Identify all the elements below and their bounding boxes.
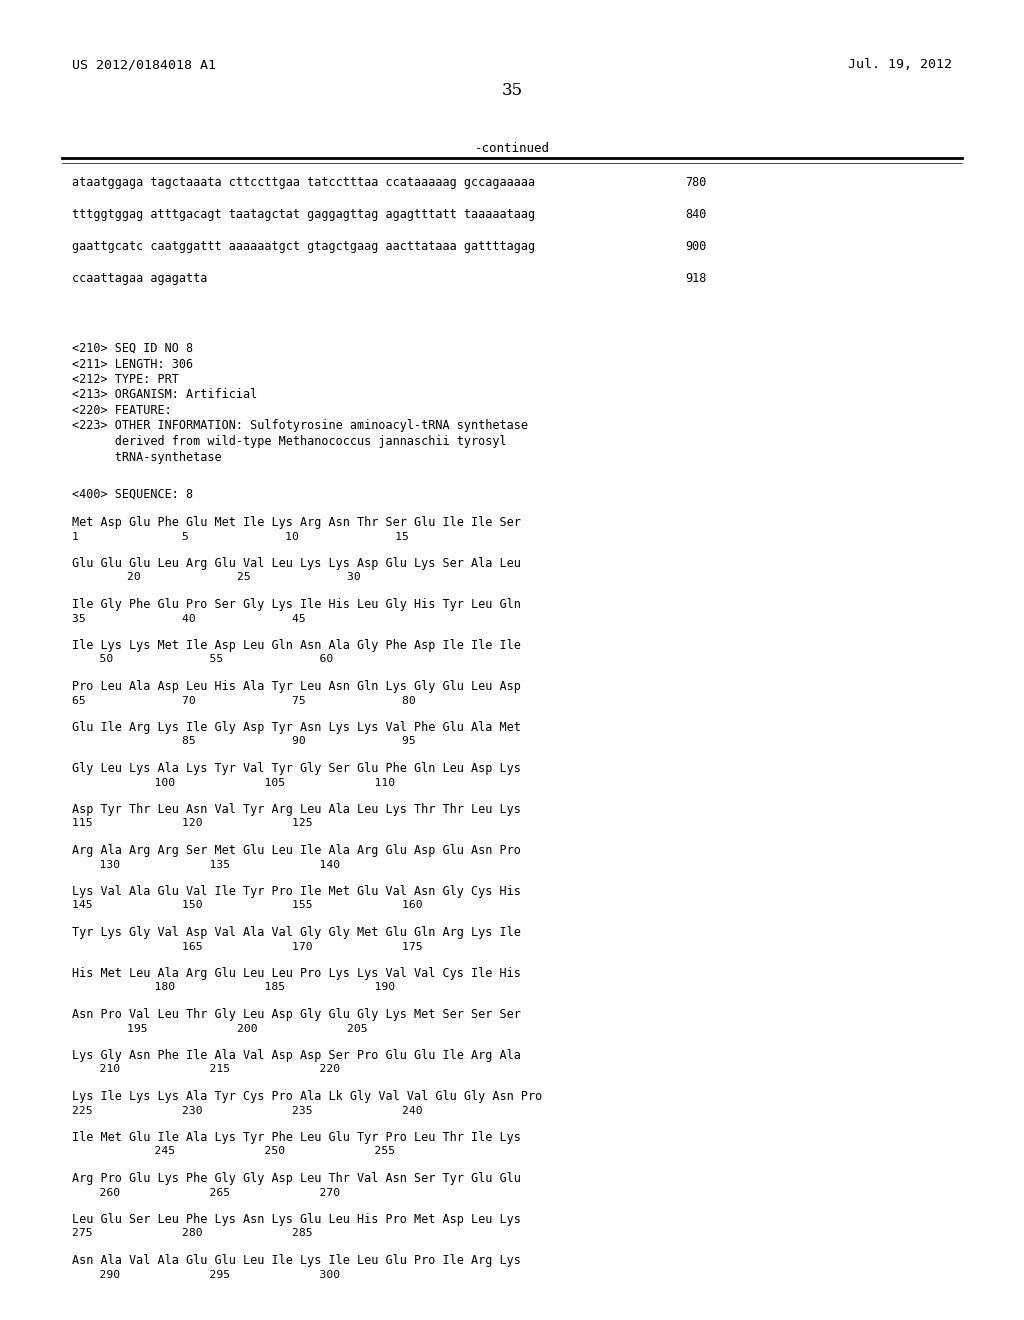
Text: 50              55              60: 50 55 60 [72, 655, 333, 664]
Text: 918: 918 [685, 272, 707, 285]
Text: Ile Gly Phe Glu Pro Ser Gly Lys Ile His Leu Gly His Tyr Leu Gln: Ile Gly Phe Glu Pro Ser Gly Lys Ile His … [72, 598, 521, 611]
Text: <213> ORGANISM: Artificial: <213> ORGANISM: Artificial [72, 388, 257, 401]
Text: 165             170             175: 165 170 175 [72, 941, 423, 952]
Text: <220> FEATURE:: <220> FEATURE: [72, 404, 172, 417]
Text: ccaattagaa agagatta: ccaattagaa agagatta [72, 272, 208, 285]
Text: 145             150             155             160: 145 150 155 160 [72, 900, 423, 911]
Text: Tyr Lys Gly Val Asp Val Ala Val Gly Gly Met Glu Gln Arg Lys Ile: Tyr Lys Gly Val Asp Val Ala Val Gly Gly … [72, 927, 521, 939]
Text: <223> OTHER INFORMATION: Sulfotyrosine aminoacyl-tRNA synthetase: <223> OTHER INFORMATION: Sulfotyrosine a… [72, 420, 528, 433]
Text: 900: 900 [685, 240, 707, 253]
Text: 35              40              45: 35 40 45 [72, 614, 306, 623]
Text: US 2012/0184018 A1: US 2012/0184018 A1 [72, 58, 216, 71]
Text: 290             295             300: 290 295 300 [72, 1270, 340, 1279]
Text: Ile Lys Lys Met Ile Asp Leu Gln Asn Ala Gly Phe Asp Ile Ile Ile: Ile Lys Lys Met Ile Asp Leu Gln Asn Ala … [72, 639, 521, 652]
Text: <210> SEQ ID NO 8: <210> SEQ ID NO 8 [72, 342, 194, 355]
Text: 65              70              75              80: 65 70 75 80 [72, 696, 416, 705]
Text: Ile Met Glu Ile Ala Lys Tyr Phe Leu Glu Tyr Pro Leu Thr Ile Lys: Ile Met Glu Ile Ala Lys Tyr Phe Leu Glu … [72, 1131, 521, 1144]
Text: tRNA-synthetase: tRNA-synthetase [72, 450, 221, 463]
Text: Asp Tyr Thr Leu Asn Val Tyr Arg Leu Ala Leu Lys Thr Thr Leu Lys: Asp Tyr Thr Leu Asn Val Tyr Arg Leu Ala … [72, 803, 521, 816]
Text: Gly Leu Lys Ala Lys Tyr Val Tyr Gly Ser Glu Phe Gln Leu Asp Lys: Gly Leu Lys Ala Lys Tyr Val Tyr Gly Ser … [72, 762, 521, 775]
Text: 115             120             125: 115 120 125 [72, 818, 312, 829]
Text: 20              25              30: 20 25 30 [72, 573, 360, 582]
Text: -continued: -continued [474, 143, 550, 154]
Text: 225             230             235             240: 225 230 235 240 [72, 1106, 423, 1115]
Text: Jul. 19, 2012: Jul. 19, 2012 [848, 58, 952, 71]
Text: His Met Leu Ala Arg Glu Leu Leu Pro Lys Lys Val Val Cys Ile His: His Met Leu Ala Arg Glu Leu Leu Pro Lys … [72, 968, 521, 979]
Text: Glu Ile Arg Lys Ile Gly Asp Tyr Asn Lys Lys Val Phe Glu Ala Met: Glu Ile Arg Lys Ile Gly Asp Tyr Asn Lys … [72, 721, 521, 734]
Text: <400> SEQUENCE: 8: <400> SEQUENCE: 8 [72, 488, 194, 502]
Text: Arg Ala Arg Arg Ser Met Glu Leu Ile Ala Arg Glu Asp Glu Asn Pro: Arg Ala Arg Arg Ser Met Glu Leu Ile Ala … [72, 843, 521, 857]
Text: 1               5              10              15: 1 5 10 15 [72, 532, 409, 541]
Text: Lys Ile Lys Lys Ala Tyr Cys Pro Ala Lk Gly Val Val Glu Gly Asn Pro: Lys Ile Lys Lys Ala Tyr Cys Pro Ala Lk G… [72, 1090, 543, 1104]
Text: Leu Glu Ser Leu Phe Lys Asn Lys Glu Leu His Pro Met Asp Leu Lys: Leu Glu Ser Leu Phe Lys Asn Lys Glu Leu … [72, 1213, 521, 1226]
Text: derived from wild-type Methanococcus jannaschii tyrosyl: derived from wild-type Methanococcus jan… [72, 436, 507, 447]
Text: Asn Pro Val Leu Thr Gly Leu Asp Gly Glu Gly Lys Met Ser Ser Ser: Asn Pro Val Leu Thr Gly Leu Asp Gly Glu … [72, 1008, 521, 1020]
Text: 780: 780 [685, 176, 707, 189]
Text: gaattgcatc caatggattt aaaaaatgct gtagctgaag aacttataaa gattttagag: gaattgcatc caatggattt aaaaaatgct gtagctg… [72, 240, 536, 253]
Text: 35: 35 [502, 82, 522, 99]
Text: 85              90              95: 85 90 95 [72, 737, 416, 747]
Text: 180             185             190: 180 185 190 [72, 982, 395, 993]
Text: Lys Val Ala Glu Val Ile Tyr Pro Ile Met Glu Val Asn Gly Cys His: Lys Val Ala Glu Val Ile Tyr Pro Ile Met … [72, 884, 521, 898]
Text: Arg Pro Glu Lys Phe Gly Gly Asp Leu Thr Val Asn Ser Tyr Glu Glu: Arg Pro Glu Lys Phe Gly Gly Asp Leu Thr … [72, 1172, 521, 1185]
Text: 275             280             285: 275 280 285 [72, 1229, 312, 1238]
Text: 245             250             255: 245 250 255 [72, 1147, 395, 1156]
Text: 210             215             220: 210 215 220 [72, 1064, 340, 1074]
Text: 130             135             140: 130 135 140 [72, 859, 340, 870]
Text: Met Asp Glu Phe Glu Met Ile Lys Arg Asn Thr Ser Glu Ile Ile Ser: Met Asp Glu Phe Glu Met Ile Lys Arg Asn … [72, 516, 521, 529]
Text: Lys Gly Asn Phe Ile Ala Val Asp Asp Ser Pro Glu Glu Ile Arg Ala: Lys Gly Asn Phe Ile Ala Val Asp Asp Ser … [72, 1049, 521, 1063]
Text: Asn Ala Val Ala Glu Glu Leu Ile Lys Ile Leu Glu Pro Ile Arg Lys: Asn Ala Val Ala Glu Glu Leu Ile Lys Ile … [72, 1254, 521, 1267]
Text: ataatggaga tagctaaata cttccttgaa tatcctttaa ccataaaaag gccagaaaaa: ataatggaga tagctaaata cttccttgaa tatcctt… [72, 176, 536, 189]
Text: 195             200             205: 195 200 205 [72, 1023, 368, 1034]
Text: 260             265             270: 260 265 270 [72, 1188, 340, 1197]
Text: tttggtggag atttgacagt taatagctat gaggagttag agagtttatt taaaaataag: tttggtggag atttgacagt taatagctat gaggagt… [72, 209, 536, 220]
Text: <211> LENGTH: 306: <211> LENGTH: 306 [72, 358, 194, 371]
Text: Pro Leu Ala Asp Leu His Ala Tyr Leu Asn Gln Lys Gly Glu Leu Asp: Pro Leu Ala Asp Leu His Ala Tyr Leu Asn … [72, 680, 521, 693]
Text: 840: 840 [685, 209, 707, 220]
Text: Glu Glu Glu Leu Arg Glu Val Leu Lys Lys Asp Glu Lys Ser Ala Leu: Glu Glu Glu Leu Arg Glu Val Leu Lys Lys … [72, 557, 521, 570]
Text: <212> TYPE: PRT: <212> TYPE: PRT [72, 374, 179, 385]
Text: 100             105             110: 100 105 110 [72, 777, 395, 788]
